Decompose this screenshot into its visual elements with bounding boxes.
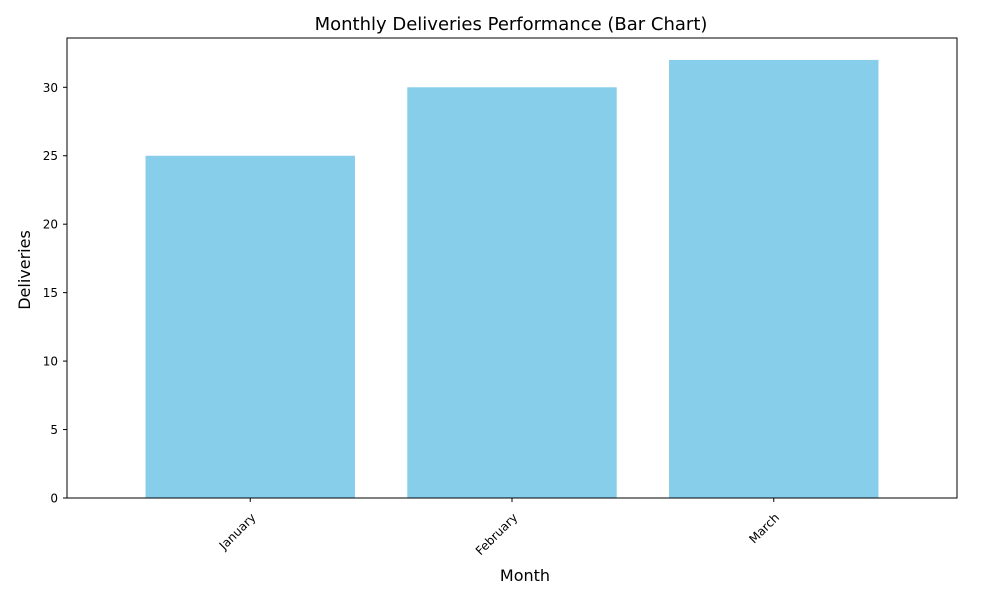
bar-march: [669, 59, 879, 499]
y-tick-label: 20: [43, 218, 58, 232]
x-axis-label: Month: [500, 566, 550, 585]
y-axis-ticks: 0 5 10 15 20 25 30: [43, 81, 67, 506]
y-tick-label: 30: [43, 81, 58, 95]
y-axis-label: Deliveries: [15, 230, 34, 310]
plot-frame: [66, 37, 958, 499]
bar-january: [145, 155, 355, 498]
chart-title: Monthly Deliveries Performance (Bar Char…: [315, 14, 708, 35]
y-tick-label: 10: [43, 355, 58, 369]
y-tick-label: 15: [43, 286, 58, 300]
y-tick-label: 0: [50, 492, 58, 506]
y-tick-label: 5: [50, 423, 58, 437]
bar-february: [407, 87, 617, 499]
y-tick-label: 25: [43, 149, 58, 163]
bars-layer: [145, 59, 879, 499]
